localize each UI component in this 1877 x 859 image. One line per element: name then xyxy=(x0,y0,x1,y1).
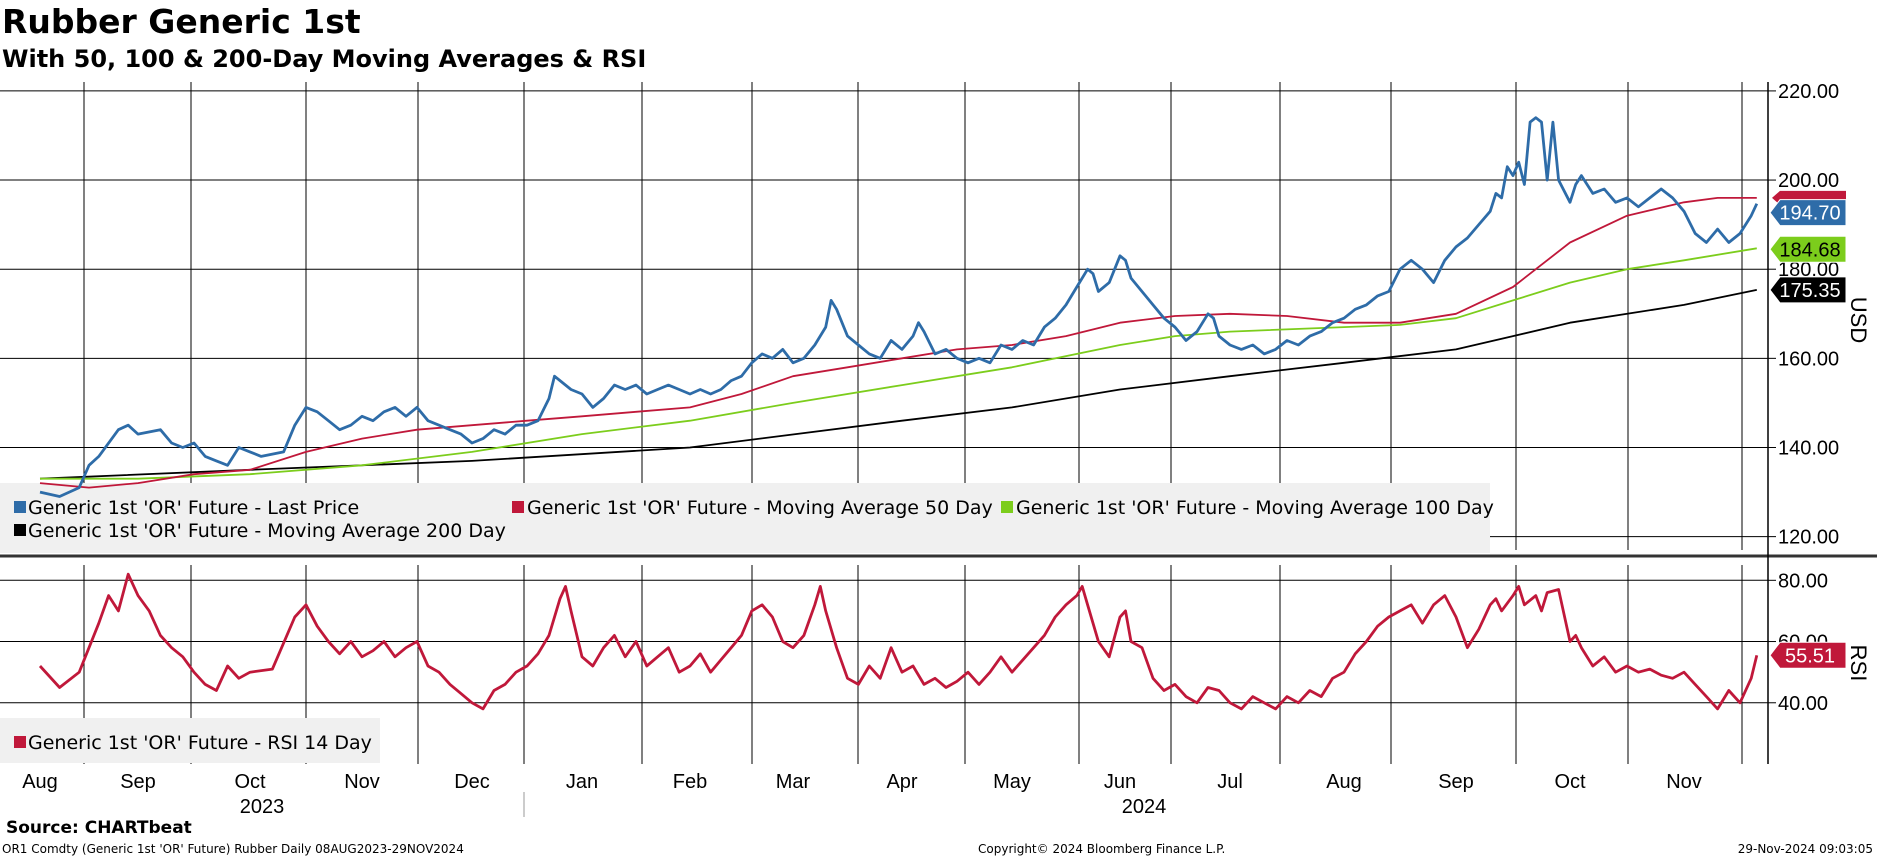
xtick-month-11: Jul xyxy=(1217,771,1243,793)
legend-label-ma100: Generic 1st 'OR' Future - Moving Average… xyxy=(1016,497,1494,519)
xtick-month-0: Aug xyxy=(22,771,58,793)
series-line-ma50 xyxy=(39,197,1757,489)
xtick-month-2: Oct xyxy=(234,771,266,793)
price-panel-grid xyxy=(0,82,1768,550)
y-axis-label-usd: USD xyxy=(1846,297,1871,343)
xtick-year-2024: 2024 xyxy=(1122,796,1167,818)
x-axis-ticks: Aug Sep Oct Nov Dec Jan Feb Mar Apr May Jun Jul Aug S… xyxy=(22,771,1702,818)
xtick-month-12: Aug xyxy=(1326,771,1362,793)
ytick-top-label-3: 160.00 xyxy=(1778,348,1839,370)
price-y-ticks: 220.00 200.00 180.00 160.00 140.00 120.00 xyxy=(1768,81,1839,549)
legend-label-ma200: Generic 1st 'OR' Future - Moving Average… xyxy=(28,520,506,542)
last-box-price xyxy=(1769,199,1847,227)
legend-label-ma50: Generic 1st 'OR' Future - Moving Average… xyxy=(527,497,993,519)
xtick-month-10: Jun xyxy=(1104,771,1136,793)
ytick-top-label-4: 140.00 xyxy=(1778,437,1839,459)
chart-title: Rubber Generic 1st xyxy=(2,2,361,41)
xtick-month-5: Jan xyxy=(566,771,598,793)
rsi-panel-series xyxy=(38,572,1759,711)
ytick-top-label-0: 220.00 xyxy=(1778,81,1839,103)
footer-ticker-info: OR1 Comdty (Generic 1st 'OR' Future) Rub… xyxy=(2,842,464,856)
xtick-month-6: Feb xyxy=(673,771,707,793)
footer-timestamp: 29-Nov-2024 09:03:05 xyxy=(1737,842,1873,856)
ytick-bot-label-0: 80.00 xyxy=(1778,570,1828,592)
ytick-top-label-2: 180.00 xyxy=(1778,259,1839,281)
xtick-month-15: Nov xyxy=(1666,771,1702,793)
last-value-labels: 194.70 184.68 175.35 55.51 xyxy=(1769,190,1847,669)
legend-label-price: Generic 1st 'OR' Future - Last Price xyxy=(28,497,359,519)
last-box-ma200 xyxy=(1769,276,1847,304)
series-line-ma100 xyxy=(40,247,1757,480)
footer-copyright: Copyright© 2024 Bloomberg Finance L.P. xyxy=(978,842,1226,856)
y-axis-label-rsi: RSI xyxy=(1846,645,1871,682)
legend-swatch-ma50 xyxy=(512,501,524,513)
ytick-top-label-5: 120.00 xyxy=(1778,527,1839,549)
legend-swatch-price xyxy=(14,501,26,513)
chart-subtitle: With 50, 100 & 200-Day Moving Averages &… xyxy=(2,45,647,73)
xtick-month-1: Sep xyxy=(120,771,156,793)
xtick-month-4: Dec xyxy=(454,771,490,793)
price-panel-series xyxy=(39,116,1759,498)
xtick-month-7: Mar xyxy=(776,771,811,793)
legend-swatch-ma100 xyxy=(1001,501,1013,513)
xtick-month-13: Sep xyxy=(1438,771,1474,793)
legend-label-rsi: Generic 1st 'OR' Future - RSI 14 Day xyxy=(28,732,372,754)
xtick-month-8: Apr xyxy=(886,771,917,793)
legend-box-top xyxy=(0,483,1490,553)
xtick-month-3: Nov xyxy=(344,771,380,793)
xtick-month-14: Oct xyxy=(1554,771,1586,793)
ytick-bot-label-2: 40.00 xyxy=(1778,693,1828,715)
source-note: Source: CHARTbeat xyxy=(6,818,192,838)
series-line-price xyxy=(39,116,1759,498)
legend-swatch-rsi xyxy=(14,736,26,748)
series-line-ma200 xyxy=(39,289,1757,480)
series-line-rsi xyxy=(38,572,1759,711)
last-label-ma200: 175.35 xyxy=(1779,280,1840,302)
legend-box-bottom xyxy=(0,718,380,763)
xtick-month-9: May xyxy=(993,771,1031,793)
xtick-year-2023: 2023 xyxy=(240,796,285,818)
last-box-ma100 xyxy=(1769,235,1847,263)
legend-swatch-ma200 xyxy=(14,524,26,536)
last-box-rsi xyxy=(1769,641,1847,669)
ytick-top-label-1: 200.00 xyxy=(1778,170,1839,192)
last-label-rsi: 55.51 xyxy=(1785,645,1835,667)
last-label-price: 194.70 xyxy=(1779,203,1840,225)
last-label-ma100: 184.68 xyxy=(1779,239,1840,261)
